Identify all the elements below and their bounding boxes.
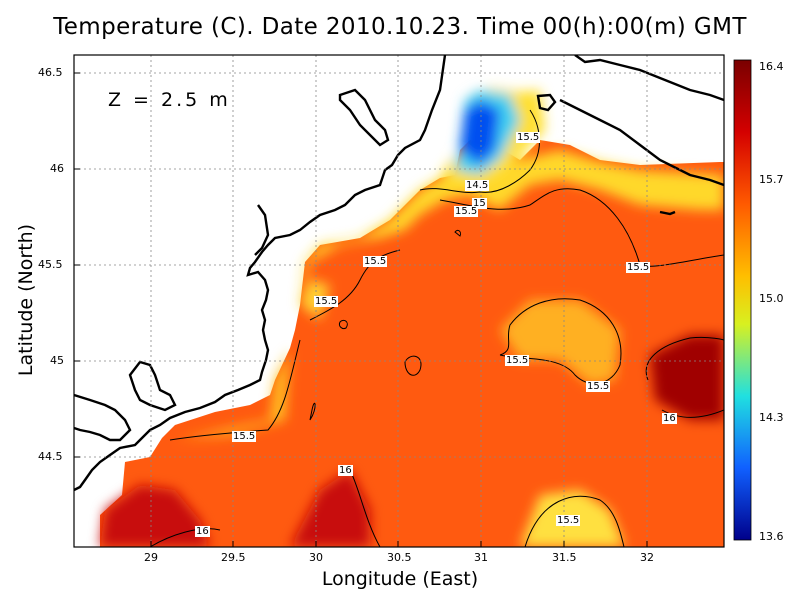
contour-label: 15.5 <box>363 256 388 267</box>
coastline <box>74 55 724 492</box>
contour-label: 15.5 <box>232 431 257 442</box>
y-axis-title: Latitude (North) <box>15 223 37 377</box>
x-tick-label: 30 <box>309 551 323 564</box>
colorbar-tick-label: 13.6 <box>759 530 784 543</box>
x-tick-label: 30.5 <box>387 551 412 564</box>
x-tick-label: 29.5 <box>221 551 246 564</box>
grid <box>74 55 724 547</box>
temperature-field <box>100 88 724 547</box>
y-tick-label: 46.5 <box>38 66 63 79</box>
x-tick-label: 32 <box>640 551 654 564</box>
y-tick-label: 45 <box>50 354 64 367</box>
contour-label: 16 <box>338 465 353 476</box>
contour-label: 15.5 <box>626 262 651 273</box>
map-title: Temperature (C). Date 2010.10.23. Time 0… <box>53 14 747 40</box>
y-tick-label: 44.5 <box>38 450 63 463</box>
contour-label: 16 <box>195 526 210 537</box>
colorbar-tick-label: 16.4 <box>759 60 784 73</box>
colorbar-tick-label: 15.7 <box>759 173 784 186</box>
depth-label: Z = 2.5 m <box>108 89 231 111</box>
y-tick-label: 46 <box>50 162 64 175</box>
plot-frame <box>73 54 725 548</box>
colorbar-tick-label: 15.0 <box>759 292 784 305</box>
colorbar-tick-label: 14.3 <box>759 411 784 424</box>
contour-label: 15.5 <box>454 206 479 217</box>
axis-ticks <box>74 72 648 547</box>
x-axis-title: Longitude (East) <box>321 568 479 590</box>
contour-label: 15.5 <box>314 296 339 307</box>
x-tick-label: 29 <box>144 551 158 564</box>
x-tick-label: 31 <box>474 551 488 564</box>
y-tick-label: 45.5 <box>38 258 63 271</box>
contour-label: 16 <box>662 413 677 424</box>
contour-label: 15 <box>472 198 487 209</box>
contour-label: 14.5 <box>465 180 490 191</box>
contour-label: 15.5 <box>556 515 581 526</box>
colorbar <box>733 59 752 541</box>
contour-label: 15.5 <box>516 132 541 143</box>
contour-label: 15.5 <box>586 381 611 392</box>
x-tick-label: 31.5 <box>552 551 577 564</box>
contour-label: 15.5 <box>505 355 530 366</box>
